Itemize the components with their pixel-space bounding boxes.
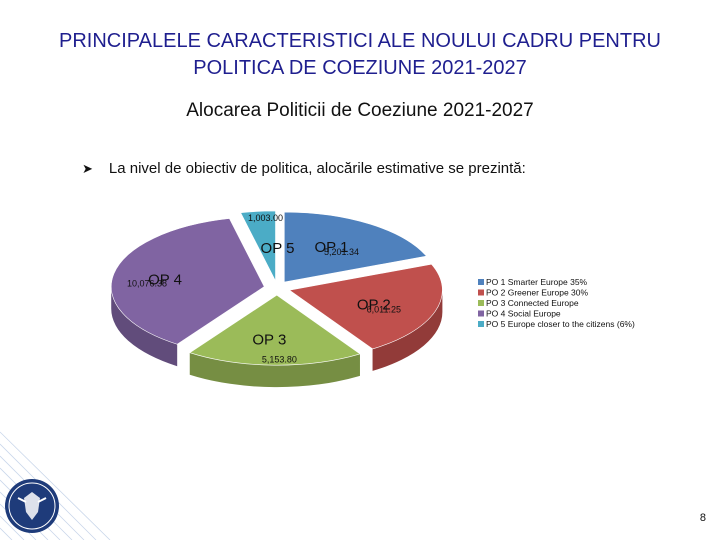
legend-swatch (478, 310, 484, 317)
bullet-item: ➤ La nivel de obiectiv de politica, aloc… (82, 160, 682, 177)
slide-title: PRINCIPALELE CARACTERISTICI ALE NOULUI C… (40, 28, 680, 82)
slice-value-label: 6,011.25 (367, 304, 401, 314)
page-number: 8 (699, 512, 706, 524)
slice-name-label: OP 2 (357, 296, 391, 313)
pie-slice-side (372, 290, 443, 371)
legend-entry: PO 4 Social Europe (486, 309, 561, 319)
slice-name-label: OP 4 (148, 272, 182, 289)
slice-name-label: OP 1 (315, 239, 349, 256)
legend-swatch (478, 321, 484, 327)
pie-slice (189, 294, 361, 366)
pie-slice (110, 218, 265, 345)
bullet-text: La nivel de obiectiv de politica, alocăr… (108, 160, 526, 177)
arrow-bullet-icon: ➤ (82, 160, 93, 176)
legend-swatch (478, 300, 484, 306)
legend-swatch (478, 279, 484, 285)
pie-chart: OP 15,201.34 OP 26,011.25 OP 3 5,153.80 OP 4… (110, 210, 635, 388)
pie-slice-side (111, 286, 178, 367)
legend-entry: PO 1 Smarter Europe 35% (486, 277, 588, 287)
chart-subtitle: Alocarea Politicii de Coeziune 2021-2027 (186, 100, 534, 121)
slice-name-label: OP 3 (252, 332, 286, 349)
legend-swatch (478, 289, 484, 296)
slice-value-label: 10,076.38 (127, 279, 167, 289)
slice-value-label: 5,153.80 (262, 355, 297, 365)
title-line-2: POLITICA DE COEZIUNE 2021-2027 (193, 57, 527, 79)
pie-slice (288, 263, 443, 350)
pie-slice (283, 211, 427, 283)
government-logo (5, 479, 59, 533)
title-line-1: PRINCIPALELE CARACTERISTICI ALE NOULUI C… (59, 30, 661, 52)
legend-entry: PO 3 Connected Europe (486, 298, 579, 308)
slice-value-label: 5,201.34 (324, 247, 359, 257)
slice-value-label: 1,003.00 (248, 213, 283, 223)
pie-slice-side (189, 352, 360, 388)
legend-entry: PO 5 Europe closer to the citizens (6%) (486, 319, 635, 329)
pie-slice (240, 210, 276, 282)
legend-entry: PO 2 Greener Europe 30% (486, 288, 589, 298)
slice-name-label: OP 5 (261, 240, 295, 257)
corner-decoration (0, 431, 111, 540)
